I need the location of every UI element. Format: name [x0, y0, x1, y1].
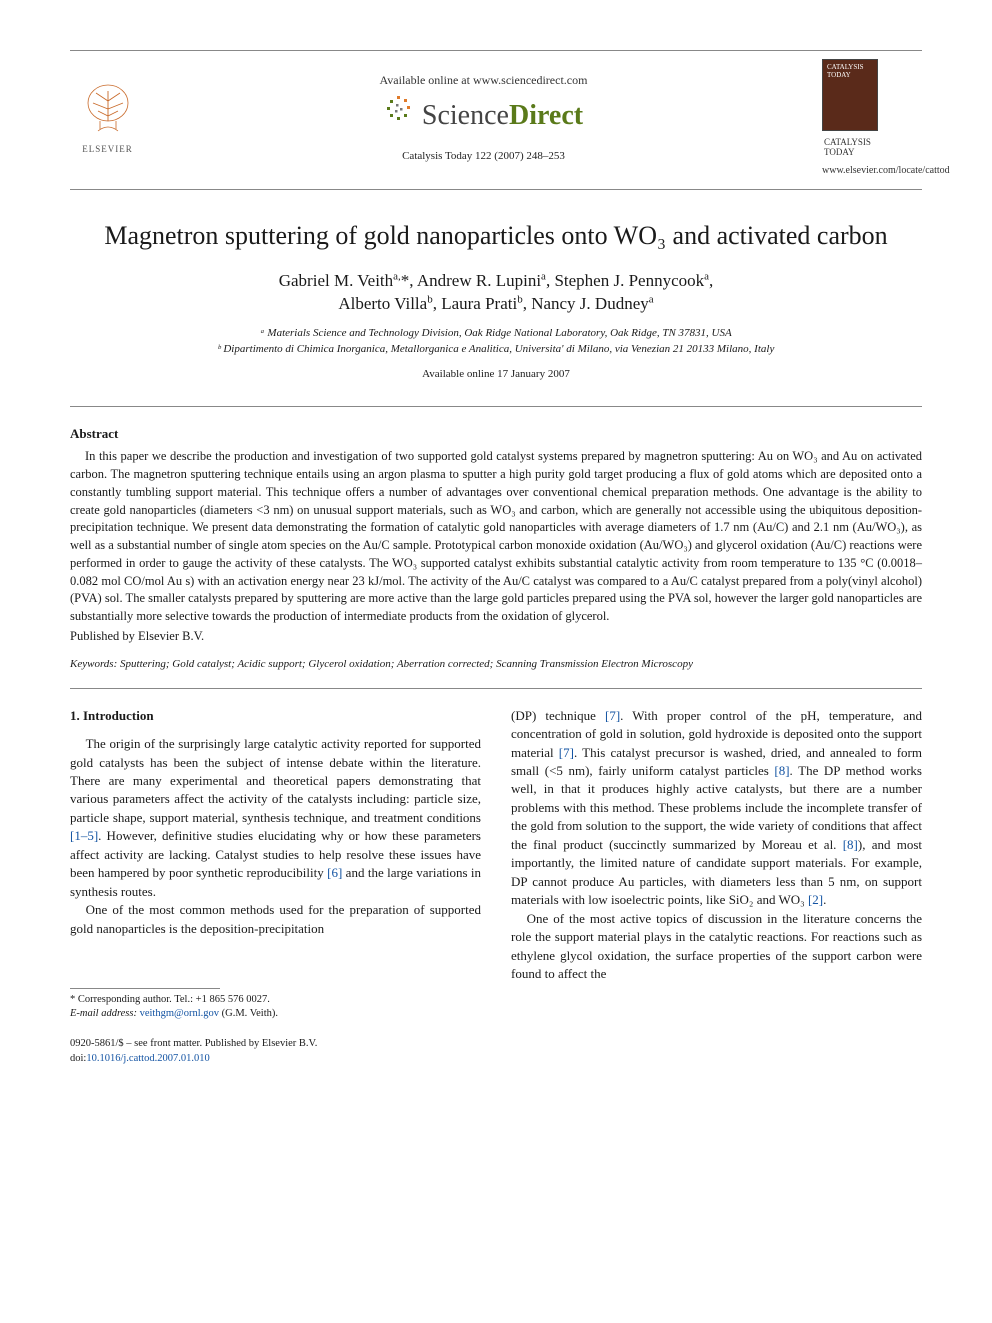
section-1-heading: 1. Introduction — [70, 707, 481, 725]
side-line1: CATALYSIS — [824, 137, 871, 147]
abstract-text: In this paper we describe the production… — [70, 448, 922, 626]
sd-prefix: Science — [422, 100, 509, 131]
elsevier-tree-icon — [78, 81, 138, 141]
doi-line: doi:10.1016/j.cattod.2007.01.010 — [70, 1052, 922, 1066]
corresponding-author-footnote: * Corresponding author. Tel.: +1 865 576… — [70, 993, 481, 1021]
affiliation-b: ᵇ Dipartimento di Chimica Inorganica, Me… — [70, 342, 922, 357]
journal-header: ELSEVIER Available online at www.science… — [70, 50, 922, 190]
affiliations: ᵃ Materials Science and Technology Divis… — [70, 326, 922, 357]
c2p1-a: (DP) technique — [511, 708, 605, 723]
col2-para-1: (DP) technique [7]. With proper control … — [511, 707, 922, 910]
authors-list: Gabriel M. Veitha,*, Andrew R. Lupinia, … — [70, 269, 922, 317]
elsevier-wordmark: ELSEVIER — [70, 143, 145, 155]
author-5: , Laura Prati — [433, 294, 518, 313]
sciencedirect-wordmark: ScienceDirect — [422, 97, 583, 135]
keywords-label: Keywords: — [70, 658, 117, 670]
right-column: (DP) technique [7]. With proper control … — [511, 707, 922, 1022]
p1-a: The origin of the surprisingly large cat… — [70, 736, 481, 825]
footnote-rule — [70, 988, 220, 989]
journal-website: www.elsevier.com/locate/cattod — [822, 164, 922, 178]
left-column: 1. Introduction The origin of the surpri… — [70, 707, 481, 1022]
copyright-line: 0920-5861/$ – see front matter. Publishe… — [70, 1037, 922, 1051]
journal-side-label: CATALYSIS TODAY — [824, 138, 871, 158]
ref-8b[interactable]: [8] — [843, 837, 858, 852]
email-tail: (G.M. Veith). — [219, 1008, 278, 1019]
author-6: , Nancy J. Dudney — [523, 294, 649, 313]
author-3: , Stephen J. Pennycook — [546, 271, 704, 290]
ref-7b[interactable]: [7] — [559, 745, 574, 760]
doi-link[interactable]: 10.1016/j.cattod.2007.01.010 — [86, 1053, 209, 1064]
author-3-comma: , — [709, 271, 713, 290]
sciencedirect-logo: ScienceDirect — [384, 94, 583, 135]
page-footer: 0920-5861/$ – see front matter. Publishe… — [70, 1037, 922, 1065]
center-header: Available online at www.sciencedirect.co… — [145, 72, 822, 164]
author-2: , Andrew R. Lupini — [409, 271, 541, 290]
author-1-affil: a, — [393, 270, 401, 282]
body-columns: 1. Introduction The origin of the surpri… — [70, 707, 922, 1022]
email-link[interactable]: veithgm@ornl.gov — [137, 1008, 219, 1019]
ref-1-5[interactable]: [1–5] — [70, 828, 98, 843]
ref-6[interactable]: [6] — [327, 865, 342, 880]
email-line: E-mail address: veithgm@ornl.gov (G.M. V… — [70, 1007, 481, 1021]
ref-8a[interactable]: [8] — [774, 763, 789, 778]
ref-2[interactable]: [2] — [808, 892, 823, 907]
journal-reference: Catalysis Today 122 (2007) 248–253 — [145, 149, 822, 164]
c2p1-f: . — [823, 892, 826, 907]
elsevier-logo: ELSEVIER — [70, 81, 145, 155]
cover-line2: TODAY — [827, 71, 851, 79]
keywords-text: Sputtering; Gold catalyst; Acidic suppor… — [117, 658, 693, 670]
journal-cover-icon: CATALYSIS TODAY — [822, 59, 878, 131]
side-line2: TODAY — [824, 147, 855, 157]
email-label: E-mail address: — [70, 1008, 137, 1019]
available-online-text: Available online at www.sciencedirect.co… — [145, 72, 822, 88]
col2-para-2: One of the most active topics of discuss… — [511, 910, 922, 984]
intro-para-1: The origin of the surprisingly large cat… — [70, 735, 481, 901]
affiliation-a: ᵃ Materials Science and Technology Divis… — [70, 326, 922, 341]
doi-label: doi: — [70, 1053, 86, 1064]
ref-7a[interactable]: [7] — [605, 708, 620, 723]
keywords: Keywords: Sputtering; Gold catalyst; Aci… — [70, 657, 922, 672]
journal-cover-block: CATALYSIS TODAY CATALYSIS TODAY www.else… — [822, 59, 922, 177]
author-4: Alberto Villa — [338, 294, 427, 313]
article-title: Magnetron sputtering of gold nanoparticl… — [70, 220, 922, 253]
author-1: Gabriel M. Veith — [279, 271, 393, 290]
divider-below-keywords — [70, 688, 922, 689]
abstract-heading: Abstract — [70, 425, 922, 443]
author-6-affil: a — [649, 294, 654, 306]
sciencedirect-burst-icon — [384, 94, 414, 124]
divider-above-abstract — [70, 406, 922, 407]
corr-author-line: * Corresponding author. Tel.: +1 865 576… — [70, 993, 481, 1007]
available-online-date: Available online 17 January 2007 — [70, 367, 922, 382]
published-by: Published by Elsevier B.V. — [70, 628, 922, 645]
intro-para-2: One of the most common methods used for … — [70, 901, 481, 938]
sd-suffix: Direct — [509, 100, 583, 131]
